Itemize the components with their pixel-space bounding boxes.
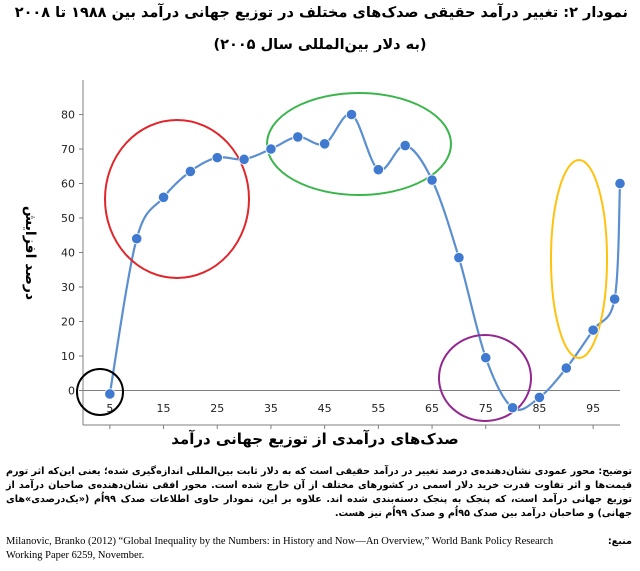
y-tick-label: 50 [61, 212, 75, 225]
data-point [453, 252, 465, 264]
data-point [480, 352, 492, 364]
source-citation: Milanovic, Branko (2012) “Global Inequal… [6, 536, 554, 561]
data-point [614, 177, 626, 190]
data-point [211, 152, 223, 164]
highlight-ellipse-5 [550, 159, 608, 359]
data-point [104, 388, 116, 400]
data-point [506, 402, 519, 414]
data-point [399, 139, 411, 152]
y-tick-label: 10 [61, 350, 75, 363]
y-tick-label: 60 [61, 178, 75, 191]
x-tick-label: 95 [586, 402, 600, 415]
x-tick-label: 65 [425, 402, 439, 415]
highlight-circle-1 [76, 368, 124, 416]
marker-layer [104, 108, 626, 414]
data-point [131, 233, 143, 245]
tick-label-layer: 0 10 20 30 40 50 60 70 80 5 15 25 35 45 55 65 75 85 95 [61, 109, 600, 416]
data-point [587, 324, 599, 336]
y-tick-label: 0 [68, 385, 75, 398]
source-label: منبع: [607, 536, 632, 547]
data-point [184, 165, 196, 178]
highlight-ellipse-3 [266, 92, 452, 196]
data-point [319, 138, 331, 150]
data-point [238, 153, 250, 165]
y-tick-label: 70 [61, 143, 75, 156]
y-tick-label: 40 [61, 247, 75, 260]
x-axis-label: صدک‌های درآمدی از توزیع جهانی درآمد [171, 430, 459, 448]
x-tick-label: 85 [532, 402, 546, 415]
data-point [345, 108, 358, 121]
y-tick-label: 80 [61, 109, 75, 122]
data-point [560, 362, 572, 374]
data-point [292, 131, 304, 143]
chart-title: نمودار ۲: تغییر درآمد حقیقی صدک‌های مختل… [14, 5, 628, 21]
x-tick-label: 5 [106, 402, 113, 415]
x-tick-label: 15 [157, 402, 171, 415]
chart-subtitle: (به دلار بین‌المللی سال ۲۰۰۵) [213, 37, 427, 53]
data-point [265, 143, 277, 155]
data-point [609, 293, 621, 305]
x-tick-label: 45 [318, 402, 332, 415]
y-tick-label: 30 [61, 281, 75, 294]
y-axis-label: درصد افزایش [22, 205, 38, 301]
highlight-ellipse-4 [438, 334, 532, 422]
x-tick-label: 25 [210, 402, 224, 415]
chart-axes [79, 80, 620, 429]
y-tick-label: 20 [61, 316, 75, 329]
x-tick-label: 75 [479, 402, 493, 415]
x-tick-label: 55 [371, 402, 385, 415]
data-point [372, 164, 384, 176]
line-chart: 0 10 20 30 40 50 60 70 80 5 15 25 35 45 55 65 75 85 95 [61, 80, 626, 429]
source-block: منبع: Milanovic, Branko (2012) “Global I… [6, 535, 632, 567]
data-point [533, 391, 546, 403]
explanation-note: توضیح: محور عمودی نشان‌دهنده‌ی درصد تغیی… [6, 466, 632, 519]
data-point [426, 174, 438, 186]
highlight-ellipse-2 [104, 119, 250, 279]
data-point [157, 191, 170, 203]
series-line-layer [108, 113, 622, 411]
highlight-layer [76, 92, 608, 422]
series-line [108, 113, 622, 411]
x-tick-label: 35 [264, 402, 278, 415]
